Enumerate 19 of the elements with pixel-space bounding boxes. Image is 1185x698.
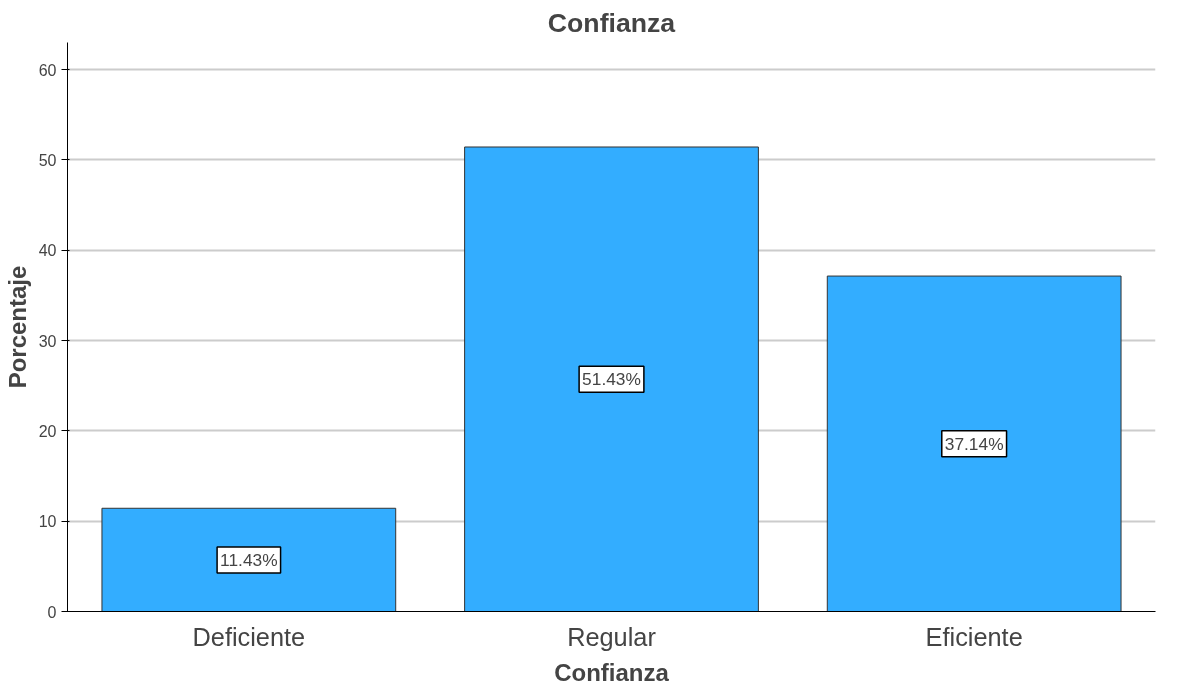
data-label: 51.43% (582, 369, 641, 390)
y-tick-label: 30 (38, 332, 57, 350)
data-label: 37.14% (944, 433, 1004, 454)
x-axis-title: Confianza (554, 658, 670, 686)
y-tick-label: 60 (38, 61, 57, 79)
y-tick-label: 0 (47, 603, 57, 621)
bar (464, 146, 759, 612)
y-tick-label: 10 (38, 513, 57, 531)
x-tick-label: Regular (567, 622, 657, 651)
data-label: 11.43% (220, 549, 278, 570)
y-tick-label: 20 (38, 422, 57, 440)
bar (101, 507, 397, 612)
chart-title: Confianza (547, 7, 676, 38)
x-tick-label: Eficiente (925, 622, 1023, 651)
x-tick-label: Deficiente (192, 622, 306, 651)
y-tick-label: 40 (38, 242, 57, 260)
y-tick-label: 50 (38, 151, 57, 169)
y-axis-title: Porcentaje (3, 265, 31, 389)
bar (826, 275, 1122, 612)
